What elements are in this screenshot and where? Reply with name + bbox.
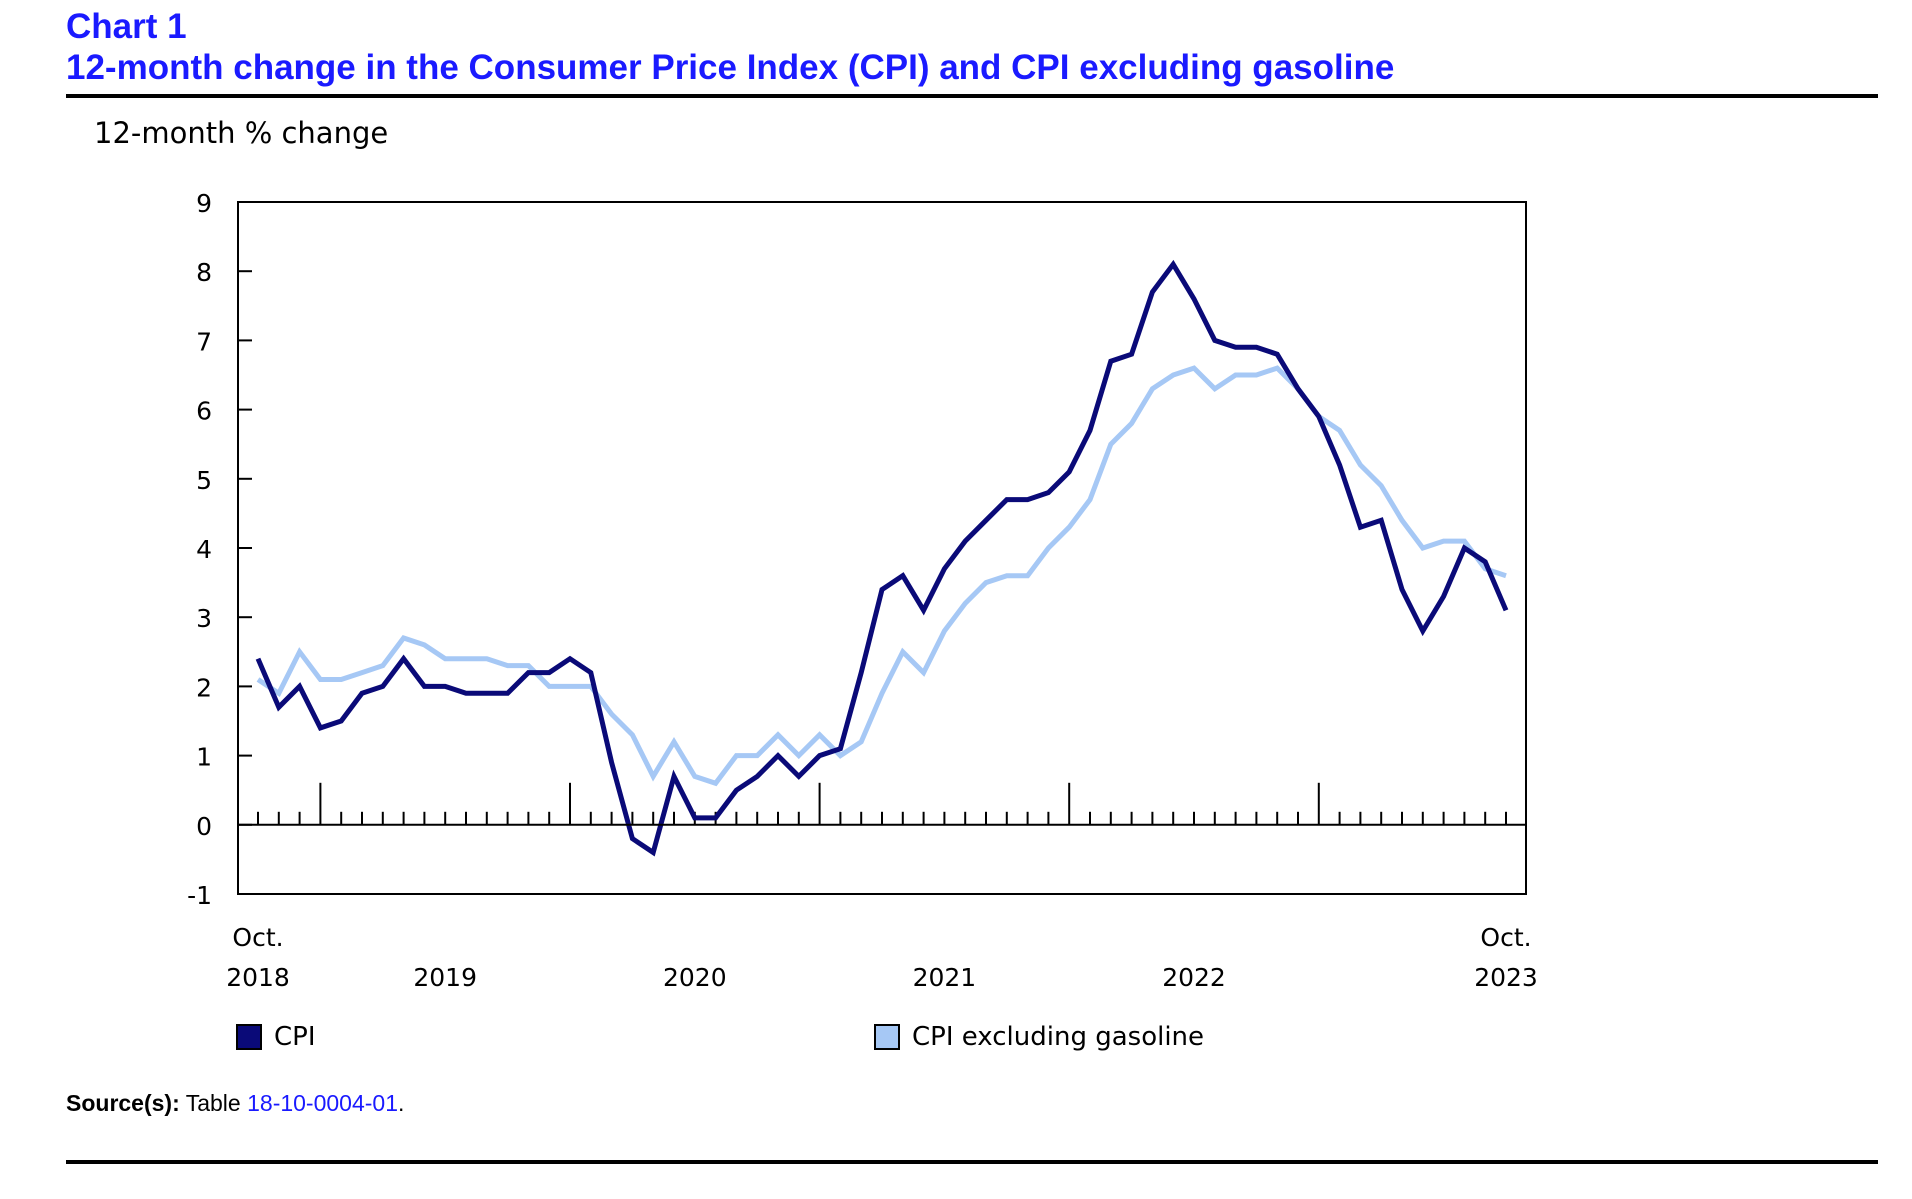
legend-label-cpi: CPI [274,1022,316,1052]
series-line-cpi-ex-gasoline [256,365,1507,787]
x-tick-label: 2021 [913,963,977,992]
y-tick-label: 4 [196,535,212,564]
plot-frame [237,201,1527,895]
y-axis-ticks: -1 0 1 2 3 4 5 6 7 8 9 [187,189,252,910]
chart-number: Chart 1 [66,7,187,46]
series-lines [255,259,1509,857]
source-end: . [398,1090,405,1116]
source-label: Source(s): [66,1090,180,1116]
y-tick-label: 5 [196,466,212,495]
y-tick-label: 9 [196,189,212,218]
x-axis-ticks [257,782,1507,825]
y-tick-label: 7 [196,327,212,356]
x-tick-label: Oct. [1480,923,1531,952]
source-note: Source(s): Table 18-10-0004-01. [66,1090,404,1117]
legend-label-cpi-ex-gasoline: CPI excluding gasoline [912,1022,1205,1052]
source-table-link[interactable]: 18-10-0004-01 [247,1090,399,1116]
y-tick-label: 2 [196,673,212,702]
legend-swatch-cpi-ex-gasoline [874,1024,900,1050]
y-tick-label: 1 [196,743,212,772]
y-tick-label: -1 [187,881,212,910]
y-tick-label: 6 [196,397,212,426]
source-text: Table [179,1090,248,1116]
top-rule [66,94,1878,98]
legend-item-cpi-ex-gasoline: CPI excluding gasoline [874,1022,1204,1052]
x-tick-label: 2022 [1162,963,1226,992]
chart-title: 12-month change in the Consumer Price In… [66,48,1395,87]
chart-header: Chart 1 12-month change in the Consumer … [66,6,1876,88]
y-axis-label: 12-month % change [94,116,389,150]
legend-item-cpi: CPI [236,1022,316,1052]
x-tick-label: 2019 [413,963,477,992]
x-tick-label: 2020 [663,963,727,992]
legend-swatch-cpi [236,1024,262,1050]
bottom-rule [66,1160,1878,1164]
x-tick-label: 2023 [1474,963,1538,992]
x-axis-labels: Oct. 2018 2019 2020 2021 2022 Oct. 2023 [226,923,1538,992]
x-tick-label: 2018 [226,963,290,992]
y-tick-label: 3 [196,604,212,633]
series-line-cpi [255,259,1509,857]
x-tick-label: Oct. [232,923,283,952]
y-tick-label: 8 [196,258,212,287]
y-tick-label: 0 [196,812,212,841]
